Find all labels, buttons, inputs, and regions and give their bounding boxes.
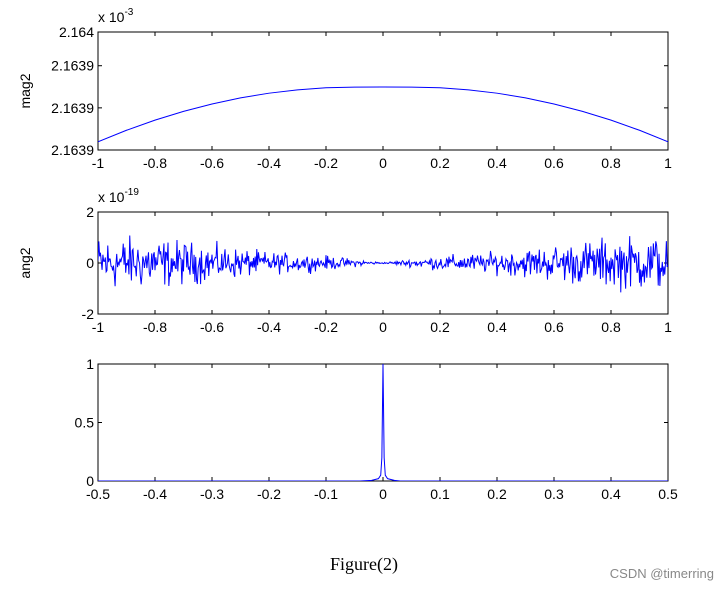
x-tick-label: -0.6: [200, 155, 224, 171]
x-tick-label: -0.3: [200, 486, 224, 502]
x-tick-label: -0.2: [314, 319, 338, 335]
series-line: [98, 235, 668, 293]
y-tick-label: 2.164: [59, 24, 94, 40]
x-tick-label: 0.6: [544, 155, 564, 171]
y-tick-label: 0.5: [75, 415, 95, 431]
x-tick-label: 0.2: [430, 155, 450, 171]
x-tick-label: 0: [379, 155, 387, 171]
y-exponent-power: -19: [124, 187, 139, 198]
y-tick-label: -2: [82, 306, 95, 322]
x-tick-label: -0.2: [314, 155, 338, 171]
x-tick-label: -0.8: [143, 155, 167, 171]
y-exponent-label: x 10-19: [98, 187, 139, 205]
x-tick-label: -0.5: [86, 486, 110, 502]
watermark: CSDN @timerring: [609, 566, 714, 581]
y-exponent-label: x 10-3: [98, 7, 134, 25]
x-tick-label: 0.3: [544, 486, 564, 502]
series-line: [98, 86, 668, 143]
y-tick-label: 2: [86, 204, 94, 220]
subplot-2: -1 -0.8 -0.6 -0.4 -0.2 0 0.2 0.4 0.6 0.8 1 -2 0 2 ang2…: [17, 187, 672, 335]
x-tick-label: -0.4: [257, 155, 281, 171]
y-tick-label: 2.1639: [51, 142, 94, 158]
x-tick-label: 0.4: [487, 319, 507, 335]
x-tick-label: 0.5: [658, 486, 678, 502]
x-tick-label: 0.8: [601, 319, 621, 335]
plot-area: [98, 364, 668, 481]
axes-box: [97, 31, 669, 151]
figure-caption: Figure(2): [330, 554, 398, 574]
x-tick-label: -0.2: [257, 486, 281, 502]
x-tick-label: -0.4: [143, 486, 167, 502]
y-tick-label: 2.1639: [51, 100, 94, 116]
y-tick-label: 0: [86, 473, 94, 489]
x-tick-label: 0: [379, 486, 387, 502]
y-tick-label: 2.1639: [51, 58, 94, 74]
y-axis-label: ang2: [17, 247, 33, 278]
plot-area: [98, 235, 668, 293]
x-tick-label: 0.6: [544, 319, 564, 335]
y-axis-label: mag2: [17, 73, 33, 108]
plot-area: [98, 86, 668, 143]
x-tick-label: 0.4: [601, 486, 621, 502]
x-tick-label: 1: [664, 155, 672, 171]
x-tick-label: 0.2: [430, 319, 450, 335]
x-tick-label: -0.6: [200, 319, 224, 335]
subplot-3: -0.5 -0.4 -0.3 -0.2 -0.1 0 0.1 0.2 0.3 0.4 0.5 0 0.5…: [75, 356, 678, 502]
series-line: [98, 364, 668, 481]
x-tick-label: 0: [379, 319, 387, 335]
x-tick-label: 1: [664, 319, 672, 335]
y-tick-label: 0: [86, 255, 94, 271]
x-tick-label: -0.1: [314, 486, 338, 502]
x-tick-label: 0.4: [487, 155, 507, 171]
x-tick-label: -0.4: [257, 319, 281, 335]
x-tick-label: 0.8: [601, 155, 621, 171]
x-tick-label: 0.1: [430, 486, 450, 502]
subplot-1: -1 -0.8 -0.6 -0.4 -0.2 0 0.2 0.4 0.6 0.8 1 2.1639 2.…: [17, 7, 672, 171]
x-tick-label: -1: [92, 319, 105, 335]
x-tick-label: 0.2: [487, 486, 507, 502]
x-tick-label: -0.8: [143, 319, 167, 335]
y-exponent-power: -3: [124, 7, 133, 18]
x-tick-label: -1: [92, 155, 105, 171]
y-tick-label: 1: [86, 356, 94, 372]
